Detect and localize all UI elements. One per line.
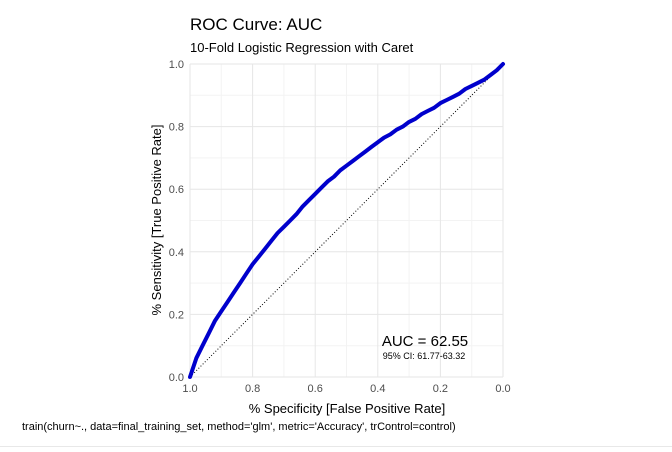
roc-curve-line [188, 62, 505, 379]
x-tick-label: 0.2 [433, 383, 448, 395]
chart-subtitle: 10-Fold Logistic Regression with Caret [190, 40, 414, 55]
model-caption: train(churn~., data=final_training_set, … [22, 421, 456, 433]
y-tick-label: 0.4 [169, 247, 184, 259]
auc-annotation: AUC = 62.55 [382, 333, 468, 350]
grid-major [189, 63, 504, 378]
y-tick-label: 1.0 [169, 59, 184, 71]
x-axis-ticks: 1.0 0.8 0.6 0.4 0.2 0.0 [182, 383, 510, 395]
chart-title: ROC Curve: AUC [190, 15, 322, 34]
y-tick-label: 0.2 [169, 309, 184, 321]
x-tick-label: 0.6 [308, 383, 323, 395]
y-axis-label: % Sensitivity [True Positive Rate] [149, 125, 164, 316]
y-axis-ticks: 0.0 0.2 0.4 0.6 0.8 1.0 [169, 59, 184, 384]
y-tick-label: 0.0 [169, 372, 184, 384]
x-tick-label: 0.8 [245, 383, 260, 395]
x-tick-label: 0.4 [370, 383, 385, 395]
ci-annotation: 95% CI: 61.77-63.32 [383, 351, 466, 361]
y-tick-label: 0.6 [169, 184, 184, 196]
x-tick-label: 1.0 [182, 383, 197, 395]
y-tick-label: 0.8 [169, 122, 184, 134]
x-tick-label: 0.0 [495, 383, 510, 395]
bottom-divider [0, 446, 672, 447]
x-axis-label: % Specificity [False Positive Rate] [249, 401, 446, 416]
